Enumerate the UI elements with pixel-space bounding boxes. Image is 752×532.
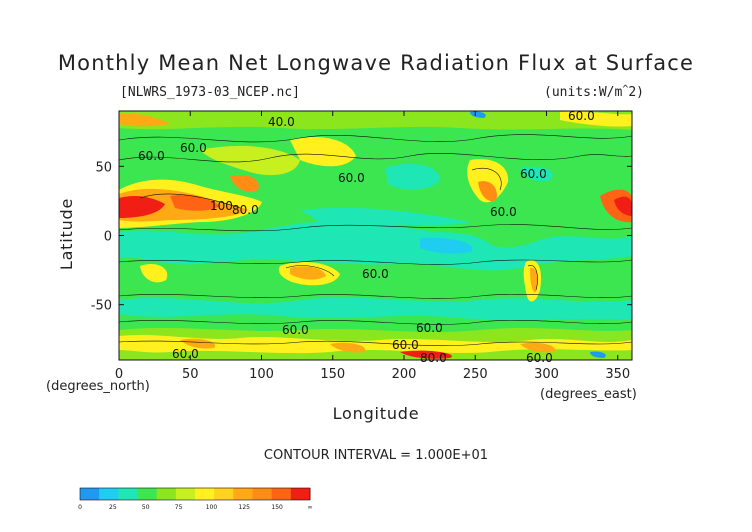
- x-units-label: (degrees_east): [540, 387, 637, 402]
- contour-labels: 40.0 60.0 60.0 60.0 60.0 100 80.0 60.0 6…: [138, 109, 595, 365]
- contour-label: 60.0: [282, 323, 309, 337]
- x-tick-label: 350: [605, 367, 630, 382]
- colorbar-tick-label: 125: [239, 504, 251, 511]
- colorbar-tick-label: 0: [78, 504, 82, 511]
- contour-label: 80.0: [420, 351, 447, 365]
- x-axis: 0 50 100 150 200 250 300 350: [115, 111, 630, 382]
- contour-label: 60.0: [568, 109, 595, 123]
- colorbar-frame: [79, 487, 311, 501]
- colorbar-swatch: [214, 488, 234, 500]
- chart-title: Monthly Mean Net Longwave Radiation Flux…: [58, 51, 694, 75]
- contour-label: 40.0: [268, 115, 295, 129]
- x-tick-label: 150: [320, 367, 345, 382]
- contour-label: 60.0: [520, 167, 547, 181]
- x-tick-label: 250: [463, 367, 488, 382]
- colorbar-tick-label: 50: [142, 504, 150, 511]
- file-label: [NLWRS_1973-03_NCEP.nc]: [120, 85, 300, 100]
- colorbar-tick-label: 75: [175, 504, 183, 511]
- contour-label: 60.0: [490, 205, 517, 219]
- x-tick-label: 50: [182, 367, 199, 382]
- colorbar-swatch: [137, 488, 158, 500]
- contour-label: 60.0: [172, 347, 199, 361]
- contour-label: 60.0: [416, 321, 443, 335]
- contour-label: 60.0: [180, 141, 207, 155]
- colorbar-tick-label: 150: [271, 504, 283, 511]
- colorbar-swatch: [156, 488, 177, 500]
- colorbar-tick-label: ∞: [308, 504, 313, 511]
- colorbar-swatch: [290, 488, 311, 500]
- contour-label: 60.0: [338, 171, 365, 185]
- y-axis-title: Latitude: [57, 198, 76, 270]
- contour-interval-text: CONTOUR INTERVAL = 1.000E+01: [264, 448, 488, 463]
- colorbar-tick-label: 100: [206, 504, 218, 511]
- colorbar-swatch: [233, 488, 253, 500]
- x-tick-label: 100: [249, 367, 274, 382]
- contour-field: [119, 111, 632, 360]
- x-tick-label: 0: [115, 367, 123, 382]
- colorbar-swatch: [252, 488, 273, 500]
- y-tick-label: 0: [104, 230, 112, 245]
- contour-label: 60.0: [362, 267, 389, 281]
- contour-label: 60.0: [526, 351, 553, 365]
- x-tick-label: 300: [534, 367, 559, 382]
- contour-label: 100: [210, 199, 233, 213]
- x-axis-title: Longitude: [333, 404, 420, 423]
- colorbar-swatch: [118, 488, 138, 500]
- contour-label: 60.0: [138, 149, 165, 163]
- colorbar-swatch: [271, 488, 292, 500]
- colorbar-swatch: [99, 488, 119, 500]
- colorbar: 0 25 50 75 100 125 150 ∞: [78, 487, 313, 511]
- x-tick-label: 200: [392, 367, 417, 382]
- colorbar-tick-label: 25: [109, 504, 117, 511]
- y-axis: 50 0 -50: [91, 160, 632, 314]
- contour-label: 60.0: [392, 338, 419, 352]
- colorbar-swatch: [195, 488, 215, 500]
- units-label: (units:W/m^2): [544, 84, 644, 100]
- y-tick-label: -50: [91, 299, 112, 314]
- y-units-label: (degrees_north): [46, 379, 150, 394]
- contour-label: 80.0: [232, 203, 259, 217]
- colorbar-swatch: [175, 488, 196, 500]
- y-tick-label: 50: [95, 160, 112, 175]
- colorbar-swatch: [80, 488, 100, 500]
